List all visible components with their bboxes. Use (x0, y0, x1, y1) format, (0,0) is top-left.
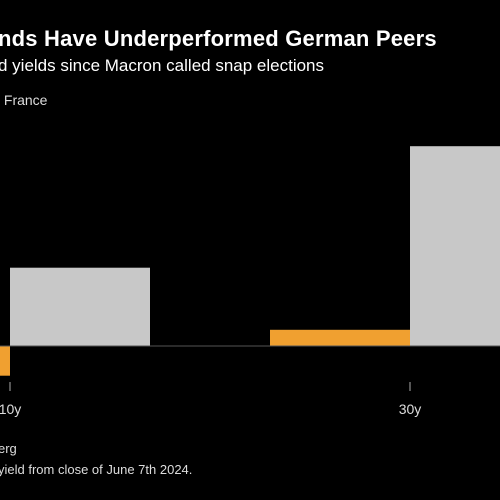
bar-series1-10y (0, 346, 10, 376)
chart-title: nds Have Underperformed German Peers (0, 26, 437, 51)
bars-group (0, 146, 500, 376)
legend-label-france: France (3, 92, 48, 108)
source-note: erg (0, 441, 17, 456)
chart-subtitle: d yields since Macron called snap electi… (0, 56, 325, 75)
bar-series0-10y (10, 267, 150, 346)
x-tick-label-10y: 10y (0, 401, 21, 417)
bar-series0-30y (410, 146, 500, 346)
footnote: yield from close of June 7th 2024. (0, 462, 193, 477)
x-tick-label-30y: 30y (399, 401, 422, 417)
legend: France (0, 92, 48, 108)
bar-series1-30y (270, 329, 410, 346)
x-axis-ticks: 10y 30y (0, 382, 421, 417)
